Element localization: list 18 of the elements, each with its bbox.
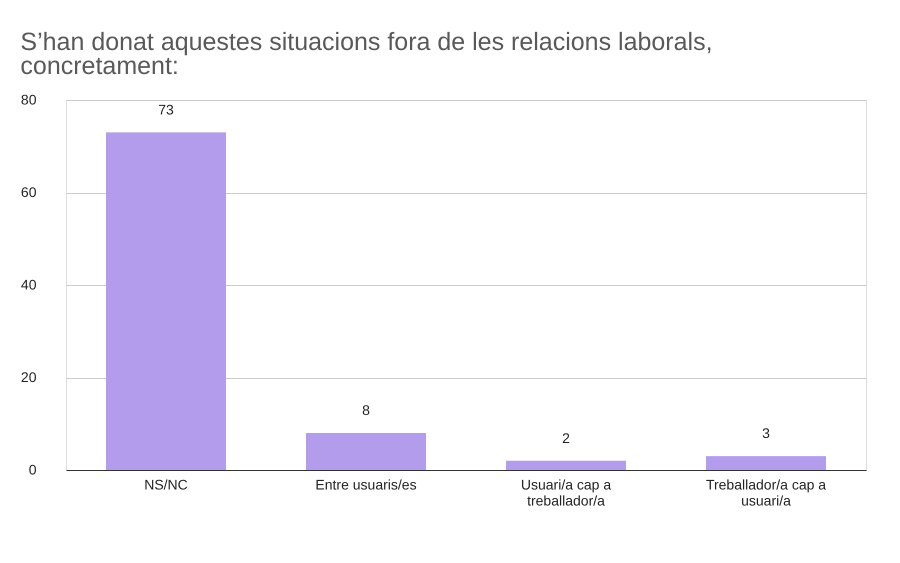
bar <box>306 433 426 470</box>
data-label: 3 <box>762 425 770 442</box>
data-label: 8 <box>362 402 370 418</box>
y-tick-label: 60 <box>20 184 37 200</box>
bar <box>106 132 226 470</box>
y-tick-label: 80 <box>20 92 37 108</box>
y-tick-label: 0 <box>28 462 37 478</box>
x-tick-label: Entre usuaris/es <box>315 476 417 492</box>
data-label: 73 <box>158 101 174 118</box>
y-tick-label: 20 <box>20 369 37 385</box>
bar <box>506 460 626 470</box>
x-tick-label: Treballador/a cap a usuari/a <box>706 476 826 508</box>
chart-title: S’han donat aquestes situacions fora de les relacions laborals, concretament: <box>20 28 713 80</box>
x-tick-label: NS/NC <box>144 476 188 492</box>
y-tick-label: 40 <box>20 276 37 292</box>
bar <box>706 456 826 470</box>
x-tick-label: Usuari/a cap a treballador/a <box>520 476 612 508</box>
data-label: 2 <box>562 430 570 446</box>
